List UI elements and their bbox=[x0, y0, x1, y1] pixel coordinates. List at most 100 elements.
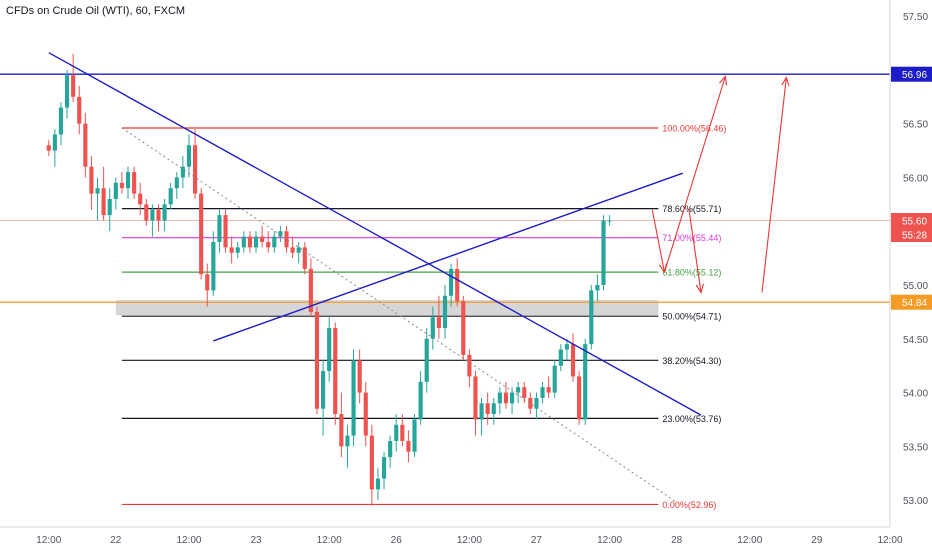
candle-body bbox=[473, 376, 478, 420]
candle-body bbox=[400, 424, 405, 441]
candle-body bbox=[509, 392, 515, 404]
candle-body bbox=[150, 209, 155, 221]
candle-body bbox=[339, 414, 344, 447]
candle-body bbox=[229, 247, 234, 253]
candle-body bbox=[223, 215, 228, 248]
candle-body bbox=[174, 177, 179, 189]
candle-body bbox=[168, 188, 173, 205]
fib-level-label: 38.20%(54.30) bbox=[662, 356, 721, 366]
candle-body bbox=[241, 236, 246, 248]
candles-layer bbox=[46, 53, 612, 506]
candle-body bbox=[296, 247, 301, 253]
candle-body bbox=[58, 107, 64, 135]
candle-body bbox=[357, 360, 362, 393]
candle-body bbox=[394, 424, 399, 441]
price-tick-label: 53.50 bbox=[903, 442, 928, 453]
candle-body bbox=[290, 247, 295, 253]
candle-body bbox=[138, 193, 143, 205]
fib-level-label: 71.00%(55.44) bbox=[662, 233, 721, 243]
candle-body bbox=[595, 285, 600, 291]
candle-body bbox=[522, 387, 527, 398]
level-lines-layer: 100.00%(56.46) 78.60%(55.71) 71.00%(55.44)… bbox=[0, 73, 890, 510]
candle-body bbox=[156, 209, 161, 221]
chart-title: CFDs on Crude Oil (WTI), 60, FXCM bbox=[6, 5, 186, 17]
price-tick-label: 55.00 bbox=[903, 281, 928, 292]
price-tick-label: 53.00 bbox=[903, 496, 928, 507]
candle-body bbox=[235, 247, 240, 253]
time-tick-label: 28 bbox=[671, 535, 683, 546]
dotted-projection-line bbox=[121, 127, 677, 503]
candle-body bbox=[89, 166, 94, 194]
candle-body bbox=[107, 198, 112, 216]
candle-body bbox=[564, 344, 569, 350]
candle-body bbox=[180, 166, 185, 178]
time-tick-label: 22 bbox=[110, 535, 122, 546]
candle-body bbox=[485, 403, 490, 415]
current-price-tag bbox=[891, 212, 932, 242]
candle-body bbox=[467, 354, 472, 377]
candle-body bbox=[351, 360, 356, 436]
candle-body bbox=[52, 134, 57, 151]
candle-body bbox=[516, 387, 521, 393]
candle-body bbox=[449, 268, 454, 296]
candle-body bbox=[412, 419, 417, 452]
price-tick-label: 54.50 bbox=[903, 335, 928, 346]
time-tick-label: 29 bbox=[811, 535, 823, 546]
candle-body bbox=[503, 392, 509, 404]
candle-body bbox=[430, 317, 435, 339]
candle-body bbox=[278, 231, 283, 237]
candle-body bbox=[186, 145, 192, 167]
fib-level-label: 23.00%(53.76) bbox=[662, 414, 721, 424]
candle-body bbox=[308, 268, 313, 312]
price-tick-label: 54.00 bbox=[903, 389, 928, 400]
candle-body bbox=[607, 220, 612, 222]
candle-body bbox=[577, 376, 582, 420]
candle-body bbox=[205, 274, 210, 291]
candle-body bbox=[552, 365, 557, 393]
candle-body bbox=[583, 344, 588, 420]
candle-body bbox=[46, 145, 51, 151]
resistance-price-label: 56.96 bbox=[902, 70, 927, 81]
candle-body bbox=[589, 290, 594, 345]
trendline bbox=[48, 52, 702, 416]
candle-body bbox=[418, 381, 423, 420]
candle-body bbox=[363, 392, 368, 436]
price-tick-label: 56.50 bbox=[903, 120, 928, 131]
projection-arrowhead bbox=[695, 283, 705, 294]
time-tick-label: 12:00 bbox=[737, 535, 762, 546]
candle-body bbox=[199, 193, 204, 275]
candle-body bbox=[601, 220, 606, 286]
candle-body bbox=[144, 204, 149, 221]
candle-body bbox=[491, 403, 496, 415]
candle-body bbox=[442, 295, 448, 329]
fib-level-label: 0.00%(52.96) bbox=[662, 500, 716, 510]
time-tick-label: 12:00 bbox=[457, 535, 482, 546]
time-tick-label: 27 bbox=[531, 535, 543, 546]
support-price-tag bbox=[891, 294, 932, 310]
candle-body bbox=[321, 371, 326, 409]
candle-body bbox=[113, 182, 118, 199]
candle-body bbox=[125, 172, 131, 189]
resistance-price-tag bbox=[891, 66, 932, 82]
trendline bbox=[213, 172, 683, 342]
candle-body bbox=[406, 440, 411, 452]
projection-arrow bbox=[651, 209, 665, 273]
candle-body bbox=[284, 231, 289, 248]
price-tick-label: 57.50 bbox=[903, 12, 928, 23]
candle-body bbox=[369, 435, 374, 490]
projection-arrowhead bbox=[658, 263, 668, 274]
candle-body bbox=[83, 123, 88, 167]
projection-arrow bbox=[663, 76, 726, 273]
candle-body bbox=[333, 328, 338, 415]
projection-arrow bbox=[688, 208, 702, 293]
candle-body bbox=[424, 338, 429, 382]
candle-body bbox=[327, 328, 332, 372]
candle-body bbox=[546, 387, 551, 393]
projection-arrowhead bbox=[719, 75, 728, 86]
candle-body bbox=[479, 403, 484, 420]
candle-body bbox=[119, 182, 124, 189]
countdown-label: 55:28 bbox=[902, 230, 927, 241]
candle-body bbox=[217, 215, 222, 242]
